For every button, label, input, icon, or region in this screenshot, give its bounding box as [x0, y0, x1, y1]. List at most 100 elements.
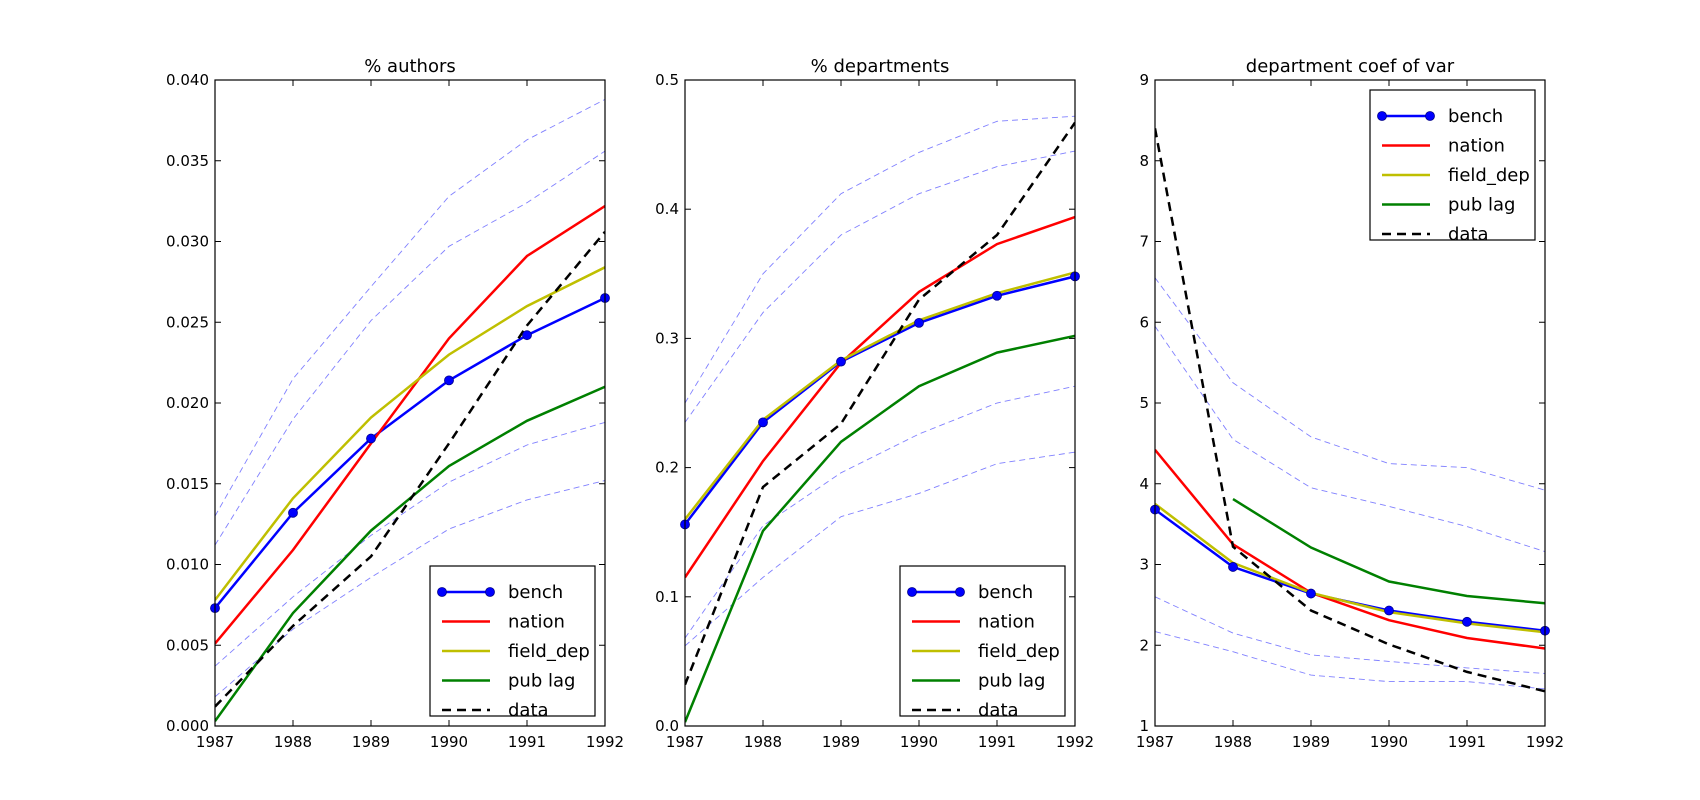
legend-marker: [1377, 111, 1387, 121]
x-tick-label: 1990: [1370, 733, 1408, 751]
series-line-field-dep: [1155, 502, 1545, 634]
x-tick-label: 1987: [666, 733, 704, 751]
bench-point: [288, 507, 298, 518]
legend-marker: [485, 587, 495, 597]
legend-label-field-dep: field_dep: [1448, 165, 1530, 186]
band-line-2: [215, 150, 605, 546]
legend-label-data: data: [978, 700, 1019, 721]
bench-point: [1462, 616, 1472, 627]
legend-label-data: data: [1448, 224, 1489, 245]
series-line-data: [215, 231, 605, 708]
y-tick-label: 4: [1139, 475, 1149, 493]
chart-panel-1: % authors 1987 1988 1989 1990 1991 1992 0.000 0.…: [166, 56, 624, 751]
x-tick-label: 1988: [1214, 733, 1252, 751]
series-line-field-dep: [215, 266, 605, 601]
bench-point: [1228, 562, 1238, 572]
series-line-nation: [1155, 449, 1545, 650]
y-tick-label: 0.020: [166, 394, 209, 412]
y-tick-label: 0.030: [166, 233, 209, 251]
series-line-field-dep: [685, 271, 1075, 521]
series-line-pub-lag: [1232, 498, 1545, 605]
series-line-nation: [685, 215, 1075, 579]
band-line-4: [685, 451, 1075, 647]
x-tick-label: 1989: [822, 733, 860, 751]
band-line-1: [685, 115, 1075, 404]
bench-point: [1384, 605, 1394, 616]
y-tick-label: 8: [1139, 152, 1149, 170]
legend-label-nation: nation: [1448, 136, 1505, 157]
x-tick-label: 1987: [1136, 733, 1174, 751]
x-tick-label: 1988: [274, 733, 312, 751]
band-line-2: [685, 150, 1075, 423]
y-tick-label: 1: [1139, 717, 1149, 735]
x-tick-label: 1989: [1292, 733, 1330, 751]
legend-label-nation: nation: [508, 612, 565, 633]
x-tick-label: 1987: [196, 733, 234, 751]
x-tick-label: 1991: [978, 733, 1016, 751]
legend-label-bench: bench: [1448, 106, 1503, 127]
bench-point: [522, 330, 532, 341]
bench-point: [758, 417, 768, 428]
plot-area: [215, 99, 605, 722]
band-line-3: [215, 421, 605, 667]
legend-label-data: data: [508, 700, 549, 721]
legend-marker: [437, 587, 447, 597]
band-line-2: [1155, 326, 1545, 553]
x-tick-label: 1990: [430, 733, 468, 751]
band-line-4: [1155, 631, 1545, 690]
bench-point: [366, 433, 376, 444]
legend-label-pub-lag: pub lag: [508, 671, 575, 692]
legend-marker: [955, 587, 965, 597]
y-tick-label: 0.2: [655, 459, 679, 477]
y-tick-label: 0.010: [166, 556, 209, 574]
legend-label-nation: nation: [978, 612, 1035, 633]
series-line-nation: [215, 204, 605, 645]
bench-point: [992, 290, 1002, 301]
x-tick-label: 1991: [1448, 733, 1486, 751]
axes-frame: [684, 79, 1076, 727]
legend-label-pub-lag: pub lag: [1448, 195, 1515, 216]
series-line-bench: [215, 296, 605, 609]
legend-label-field-dep: field_dep: [508, 641, 590, 662]
legend-label-bench: bench: [978, 582, 1033, 603]
bench-point: [914, 317, 924, 328]
y-tick-label: 2: [1139, 636, 1149, 654]
y-tick-label: 0.1: [655, 588, 679, 606]
band-line-3: [1155, 596, 1545, 674]
y-tick-label: 0.040: [166, 71, 209, 89]
y-tick-label: 0.035: [166, 152, 209, 170]
y-tick-label: 3: [1139, 556, 1149, 574]
band-line-1: [215, 99, 605, 517]
band-line-4: [215, 480, 605, 698]
band-line-3: [685, 385, 1075, 639]
legend-marker: [907, 587, 917, 597]
chart-panel-2: % departments 1987 1988 1989 1990 1991 1992 0.0…: [655, 56, 1094, 751]
x-tick-label: 1992: [1526, 733, 1564, 751]
legend-marker: [1425, 111, 1435, 121]
x-tick-label: 1991: [508, 733, 546, 751]
y-tick-label: 5: [1139, 394, 1149, 412]
legend-label-bench: bench: [508, 582, 563, 603]
series-line-data: [1155, 128, 1545, 693]
series-line-bench: [685, 275, 1075, 526]
y-tick-label: 9: [1139, 71, 1149, 89]
legend-label-field-dep: field_dep: [978, 641, 1060, 662]
y-tick-label: 0.025: [166, 313, 209, 331]
bench-point: [1306, 588, 1316, 599]
y-tick-label: 0.000: [166, 717, 209, 735]
y-tick-label: 0.005: [166, 636, 209, 654]
y-tick-label: 6: [1139, 313, 1149, 331]
x-tick-label: 1992: [586, 733, 624, 751]
y-tick-label: 7: [1139, 233, 1149, 251]
plot-area: [685, 115, 1075, 723]
bench-point: [836, 356, 846, 367]
y-tick-label: 0.0: [655, 717, 679, 735]
legend-label-pub-lag: pub lag: [978, 671, 1045, 692]
chart-title: % authors: [364, 56, 456, 77]
plot-area: [1155, 128, 1545, 693]
